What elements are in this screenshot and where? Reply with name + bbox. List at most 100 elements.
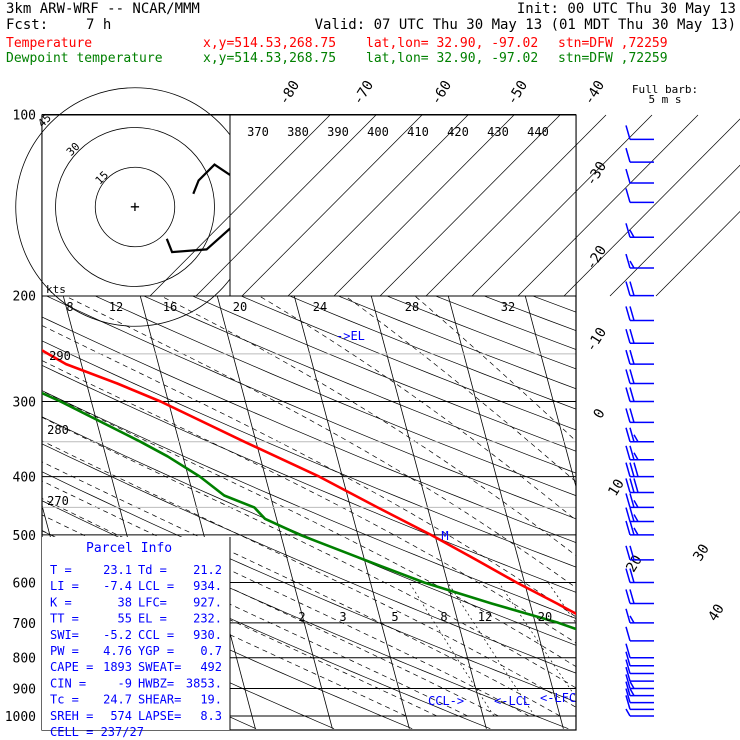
- wind-barb-flag: [629, 545, 635, 561]
- barb-legend-units: 5 m s: [648, 93, 681, 106]
- isotherm-label: -20: [583, 243, 610, 273]
- lcl-label: <-LCL: [494, 694, 530, 708]
- pressure-tick-label: 500: [13, 529, 36, 544]
- wind-barb-flag: [629, 328, 635, 344]
- m-marker: M: [441, 529, 448, 543]
- dry-adiabat: [42, 270, 576, 497]
- lsi-label: 390: [327, 125, 349, 139]
- moist-adiabat: [258, 295, 576, 521]
- wind-barb-flag: [633, 514, 639, 522]
- dry-adiabat: [42, 186, 576, 410]
- parcel-key: SWEAT=: [138, 660, 181, 674]
- pressure-tick-label: 800: [13, 652, 36, 667]
- pressure-tick-label: 700: [13, 617, 36, 632]
- wind-barb-flag: [629, 520, 635, 536]
- parcel-key: PW =: [50, 644, 79, 658]
- hodograph-center: +: [130, 197, 140, 216]
- mixing-ratio-line: [409, 582, 495, 717]
- pressure-tick-label: 1000: [5, 710, 36, 725]
- lsi-label: 370: [247, 125, 269, 139]
- hodograph-ring: [55, 127, 215, 287]
- wind-barb-flag: [625, 651, 631, 666]
- wind-barb-flag: [629, 349, 635, 365]
- dry-adiabat: [42, 147, 576, 370]
- nomo-label: 16: [163, 300, 177, 314]
- dew-latlon: lat,lon= 32.90, -97.02: [366, 51, 539, 66]
- parcel-value: -7.4: [103, 579, 132, 593]
- isotherm-line: [627, 101, 740, 729]
- parcel-value: 3853.: [186, 676, 222, 690]
- lsi-label: 380: [287, 125, 309, 139]
- isotherm-label: -80: [276, 78, 303, 108]
- wind-barb-flag: [625, 253, 631, 269]
- wind-barb-flag: [629, 462, 635, 477]
- pressure-tick-label: 400: [13, 471, 36, 486]
- wind-barb-flag: [625, 589, 631, 604]
- hodograph-panel: [41, 114, 231, 297]
- dry-adiabat: [42, 593, 335, 730]
- dry-adiabat: [42, 443, 576, 674]
- nomo-label: 12: [109, 300, 123, 314]
- parcel-key: LCL =: [138, 579, 174, 593]
- wind-barb-flag: [625, 681, 631, 696]
- wind-barb-flag: [625, 626, 631, 642]
- wind-barb-flag: [629, 260, 635, 269]
- parcel-value: 24.7: [103, 693, 132, 707]
- lsi-line: [425, 114, 607, 297]
- parcel-key: LFC=: [138, 595, 167, 609]
- lsi-line: [517, 114, 699, 297]
- wind-barb-flag: [625, 493, 631, 508]
- wind-barb-flag: [625, 708, 631, 717]
- lsi-line: [655, 211, 740, 297]
- dry-adiabat: [42, 316, 576, 544]
- init-time: Init: 00 UTC Thu 30 May 13: [516, 1, 736, 17]
- dry-adiabat: [42, 293, 576, 520]
- wind-barb-flag: [633, 478, 639, 493]
- wind-barb-flag: [625, 387, 631, 402]
- wind-barb-flag: [625, 478, 631, 493]
- wind-barb-flag: [633, 527, 639, 536]
- wind-barb-flag: [625, 659, 631, 674]
- wind-barb-flag: [625, 545, 631, 561]
- parcel-value: 927.: [193, 595, 222, 609]
- legend-temperature: Temperature: [6, 36, 93, 51]
- wind-barb-flag: [629, 681, 635, 689]
- wind-barb-flag: [625, 688, 631, 703]
- wind-barb-flag: [625, 147, 631, 163]
- wind-barb-flag: [625, 408, 631, 423]
- nomo-label: 28: [405, 300, 419, 314]
- isotherm-label: -10: [583, 325, 610, 355]
- pressure-tick-label: 200: [13, 290, 36, 305]
- wind-barb-flag: [629, 615, 635, 624]
- parcel-value: 930.: [193, 628, 222, 642]
- temp-stn: stn=DFW ,72259: [558, 36, 668, 51]
- parcel-value: 8.3: [200, 709, 222, 723]
- wind-barb-flag: [629, 408, 635, 423]
- isotherm-label: -40: [581, 78, 608, 108]
- wind-barb-flag: [629, 493, 635, 508]
- wind-barb-flag: [629, 507, 635, 522]
- lsi-label: 400: [367, 125, 389, 139]
- dry-adiabat: [42, 166, 576, 390]
- wind-barb-flag: [629, 445, 635, 460]
- isotherm-label: 30: [690, 541, 713, 564]
- dry-adiabat: [42, 364, 576, 593]
- parcel-value: 4.76: [103, 644, 132, 658]
- dry-adiabat: [42, 227, 576, 452]
- isotherm-label: -60: [428, 78, 455, 108]
- mixing-ratio-line: [651, 583, 740, 716]
- ccl-label: CCL->: [428, 694, 464, 708]
- wind-barb-flag: [625, 608, 631, 624]
- dry-adiabat: [42, 416, 576, 646]
- parcel-key: LAPSE=: [138, 709, 181, 723]
- lsi-line: [563, 118, 740, 297]
- isotherm-label: 40: [705, 601, 728, 624]
- parcel-key: YGP =: [138, 644, 174, 658]
- wind-barb-flag: [625, 568, 631, 583]
- parcel-value: 21.2: [193, 563, 222, 577]
- isotherm-label: 0: [591, 406, 609, 422]
- wind-barb-flag: [625, 462, 631, 477]
- dry-adiabat: [42, 471, 576, 703]
- mixing-ratio-label: 12: [478, 610, 492, 624]
